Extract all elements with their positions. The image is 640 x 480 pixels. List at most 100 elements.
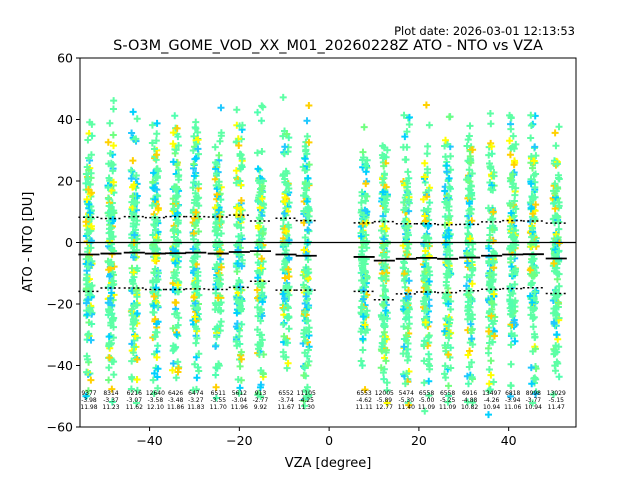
- data-point: [148, 121, 156, 129]
- bin-column: [506, 111, 520, 400]
- data-point: [553, 160, 561, 168]
- data-point: [507, 202, 515, 210]
- bin-column: [526, 111, 540, 407]
- data-point: [532, 201, 540, 209]
- data-point: [130, 302, 138, 310]
- data-point: [211, 159, 219, 167]
- data-point: [84, 136, 92, 144]
- data-point: [526, 266, 534, 274]
- data-point: [133, 264, 141, 272]
- data-point: [255, 231, 263, 239]
- data-point: [153, 186, 161, 194]
- data-point: [215, 206, 223, 214]
- data-point: [402, 233, 410, 241]
- data-point: [305, 138, 313, 146]
- data-point: [82, 179, 90, 187]
- data-point: [191, 299, 199, 307]
- data-point: [129, 280, 137, 288]
- data-point: [169, 129, 177, 137]
- data-point: [86, 304, 94, 312]
- data-point: [304, 269, 312, 277]
- data-point: [233, 309, 241, 317]
- x-tick-label: −40: [136, 433, 162, 448]
- data-point: [152, 226, 160, 234]
- bin-sd-label: 11.30: [298, 404, 315, 411]
- data-point: [405, 401, 413, 409]
- data-point: [553, 331, 561, 339]
- data-point: [506, 297, 514, 305]
- data-point: [255, 351, 263, 359]
- data-point: [530, 294, 538, 302]
- data-point: [154, 204, 162, 212]
- data-point: [149, 178, 157, 186]
- data-point: [512, 184, 520, 192]
- bin-count-label: 11105: [297, 390, 316, 397]
- data-point: [442, 315, 450, 323]
- data-point: [174, 321, 182, 329]
- data-point: [256, 269, 264, 277]
- bin-count-label: 9377: [81, 390, 96, 397]
- data-point: [151, 257, 159, 265]
- bin-count-label: 5612: [232, 390, 247, 397]
- data-point: [423, 290, 431, 298]
- data-point: [399, 305, 407, 313]
- data-point: [280, 209, 288, 217]
- data-point: [530, 330, 538, 338]
- data-point: [485, 411, 493, 419]
- data-point: [189, 245, 197, 253]
- data-point: [237, 197, 245, 205]
- data-point: [285, 291, 293, 299]
- bin-column: [484, 110, 499, 419]
- data-point: [527, 180, 535, 188]
- data-point: [465, 166, 473, 174]
- data-point: [379, 300, 387, 308]
- bin-mean-label: -3.37: [103, 397, 119, 404]
- data-point: [405, 287, 413, 295]
- data-point: [253, 251, 261, 259]
- data-point: [254, 303, 262, 311]
- data-point: [212, 301, 220, 309]
- data-point: [361, 260, 369, 268]
- data-point: [133, 293, 141, 301]
- y-axis-ticks: −60 −40 −20 0 20 40 60: [47, 51, 80, 435]
- data-point: [464, 174, 472, 182]
- data-point: [190, 293, 198, 301]
- data-point: [447, 344, 455, 352]
- data-point: [380, 250, 388, 258]
- data-point: [257, 306, 265, 314]
- data-point: [527, 218, 535, 226]
- data-point: [403, 183, 411, 191]
- data-point: [175, 141, 183, 149]
- data-point: [462, 282, 470, 290]
- data-point: [359, 228, 367, 236]
- data-point: [148, 202, 156, 210]
- data-point: [128, 129, 136, 137]
- data-point: [447, 305, 455, 313]
- data-point: [527, 364, 535, 372]
- data-point: [444, 351, 452, 359]
- data-point: [258, 102, 266, 110]
- data-point: [233, 220, 241, 228]
- data-point: [468, 271, 476, 279]
- data-point: [169, 274, 177, 282]
- data-point: [190, 179, 198, 187]
- data-point: [88, 189, 96, 197]
- data-point: [379, 179, 387, 187]
- data-point: [87, 336, 95, 344]
- data-point: [506, 222, 514, 230]
- data-point: [531, 264, 539, 272]
- data-point: [361, 206, 369, 214]
- data-point: [254, 108, 262, 116]
- bin-count-label: 8314: [103, 390, 118, 397]
- data-point: [357, 328, 365, 336]
- data-point: [259, 370, 267, 378]
- data-point: [358, 361, 366, 369]
- data-point: [554, 300, 562, 308]
- data-point: [255, 177, 263, 185]
- data-point: [380, 144, 388, 152]
- data-point: [174, 364, 182, 372]
- data-point: [300, 192, 308, 200]
- data-point: [213, 333, 221, 341]
- data-point: [400, 322, 408, 330]
- data-point: [171, 310, 179, 318]
